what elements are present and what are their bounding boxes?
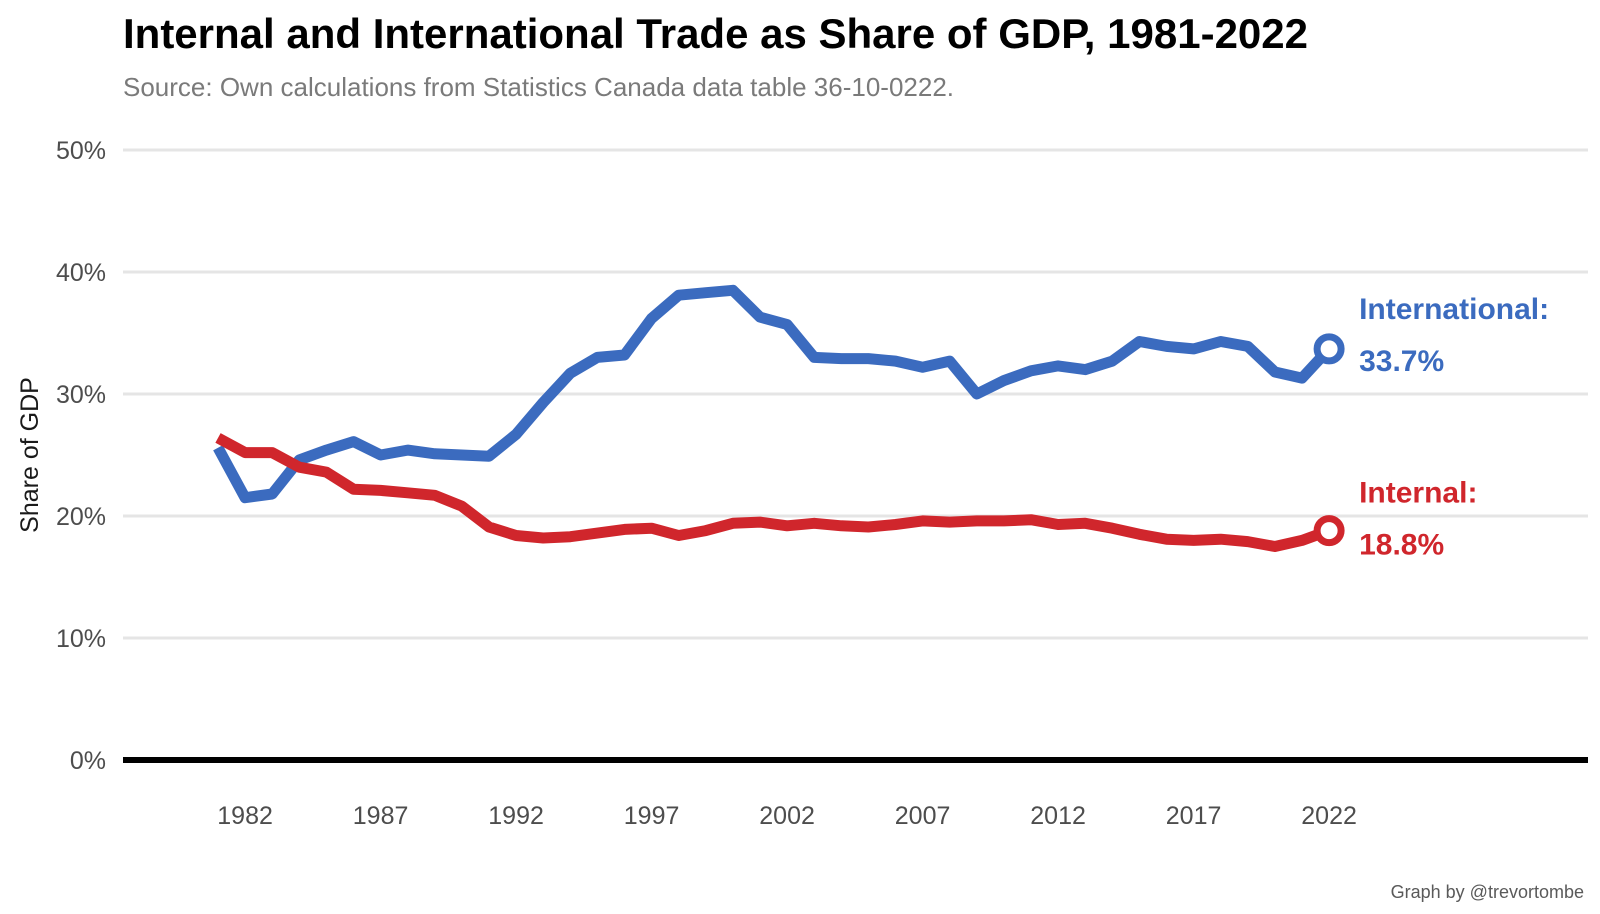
x-tick-label-1982: 1982 xyxy=(217,802,273,830)
end-labels: International: 33.7% Internal: 18.8% xyxy=(1359,293,1549,562)
gridlines xyxy=(123,148,1588,640)
x-tick-label-2017: 2017 xyxy=(1166,802,1222,830)
x-tick-label-2007: 2007 xyxy=(895,802,951,830)
y-tick-label-20: 20% xyxy=(56,503,106,531)
y-tick-label-40: 40% xyxy=(56,259,106,287)
x-tick-label-1992: 1992 xyxy=(488,802,544,830)
international-label-name: International: xyxy=(1359,293,1549,326)
chart-title: Internal and International Trade as Shar… xyxy=(123,10,1308,57)
internal-label-value: 18.8% xyxy=(1359,529,1444,562)
international-end-marker xyxy=(1313,333,1345,365)
internal-label-name: Internal: xyxy=(1359,477,1477,510)
x-tick-label-2022: 2022 xyxy=(1301,802,1357,830)
y-axis-title: Share of GDP xyxy=(16,377,44,533)
x-tick-label-2002: 2002 xyxy=(759,802,815,830)
international-label-value: 33.7% xyxy=(1359,345,1444,378)
y-tick-label-50: 50% xyxy=(56,137,106,165)
y-tick-label-10: 10% xyxy=(56,625,106,653)
x-tick-label-1987: 1987 xyxy=(353,802,409,830)
x-tick-label-2012: 2012 xyxy=(1030,802,1086,830)
chart-caption: Graph by @trevortombe xyxy=(1391,882,1584,902)
international-line xyxy=(213,284,1334,504)
x-axis-ticks: 1982 1987 1992 1997 2002 2007 2012 2017 2022 xyxy=(217,802,1357,830)
internal-line xyxy=(215,433,1331,552)
y-axis-ticks: 0% 10% 20% 30% 40% 50% xyxy=(56,137,106,775)
series-lines xyxy=(213,284,1345,552)
y-tick-label-0: 0% xyxy=(70,747,106,775)
y-tick-label-30: 30% xyxy=(56,381,106,409)
internal-end-marker xyxy=(1313,515,1345,547)
chart-subtitle: Source: Own calculations from Statistics… xyxy=(123,72,954,102)
x-tick-label-1997: 1997 xyxy=(624,802,680,830)
